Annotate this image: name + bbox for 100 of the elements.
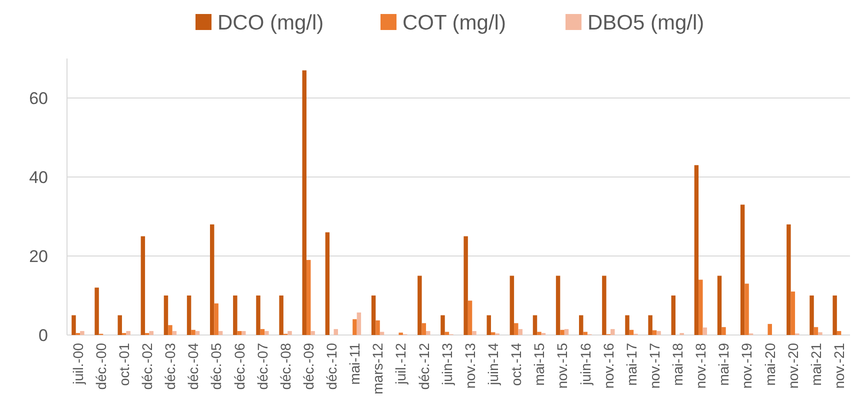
x-tick-label: mai-15 <box>531 342 548 386</box>
x-tick-label: déc.-07 <box>254 342 270 390</box>
bar <box>422 323 426 335</box>
x-tick-label: oct.-14 <box>508 342 524 386</box>
bar <box>418 276 422 335</box>
x-tick-label: oct.-01 <box>116 342 132 386</box>
bar <box>556 276 560 335</box>
bar <box>260 329 265 335</box>
bar <box>486 315 491 335</box>
x-tick-label: déc.-03 <box>162 342 178 390</box>
x-tick-label: nov.-17 <box>646 342 662 389</box>
bar <box>790 292 796 335</box>
bar <box>625 315 630 335</box>
x-tick-label: déc.-08 <box>277 342 294 390</box>
bar <box>490 332 496 335</box>
bar <box>310 331 315 335</box>
x-tick-label: mai-17 <box>623 342 640 386</box>
x-tick-label: nov.-16 <box>600 342 616 389</box>
bar <box>164 296 168 335</box>
x-tick-label: déc.-10 <box>324 342 340 390</box>
bar <box>172 331 177 335</box>
x-tick-label: nov.-19 <box>738 342 755 389</box>
x-tick-label: nov.-21 <box>830 342 847 389</box>
bar <box>629 330 634 335</box>
bar <box>186 296 192 335</box>
bar <box>72 315 76 335</box>
bar <box>371 296 376 335</box>
bar <box>426 331 430 335</box>
bar <box>233 296 238 335</box>
x-tick-label: déc.-05 <box>208 342 224 390</box>
bar <box>352 319 357 335</box>
bar <box>218 331 223 335</box>
x-tick-label: déc.-04 <box>185 342 202 390</box>
bar <box>602 276 606 335</box>
x-tick-label: nov.-18 <box>692 342 709 389</box>
bar <box>356 312 362 335</box>
bar <box>768 324 772 335</box>
x-tick-label: mai-11 <box>346 342 363 385</box>
bar <box>694 165 699 335</box>
x-tick-label: juil.-12 <box>392 342 409 386</box>
bar <box>325 232 330 335</box>
x-tick-label: déc.-09 <box>300 342 316 390</box>
bar <box>648 315 652 335</box>
x-tick-label: nov.-15 <box>554 342 570 389</box>
bar <box>583 332 588 335</box>
bar <box>698 280 703 335</box>
bar <box>237 331 242 335</box>
x-tick-label: juin-14 <box>484 342 501 386</box>
bar <box>818 332 822 335</box>
legend-label: COT (mg/l) <box>402 11 506 34</box>
bar <box>610 329 615 335</box>
x-tick-label: déc.-06 <box>231 342 248 390</box>
bar <box>80 331 84 335</box>
legend-label: DCO (mg/l) <box>218 11 324 34</box>
bar <box>242 331 246 335</box>
bar <box>264 331 269 335</box>
bar <box>814 327 818 335</box>
bar <box>518 329 522 335</box>
bar <box>302 70 306 335</box>
bar <box>214 303 218 335</box>
bar <box>118 315 122 335</box>
bar <box>579 315 584 335</box>
bar <box>744 284 749 335</box>
bar <box>149 331 154 335</box>
bar <box>464 236 468 335</box>
x-tick-label: mai-19 <box>716 342 732 386</box>
y-tick-label: 0 <box>38 326 48 345</box>
y-tick-label: 20 <box>29 246 48 266</box>
legend-label: DBO5 (mg/l) <box>588 11 704 34</box>
bar <box>564 329 569 335</box>
bar <box>376 320 380 335</box>
bar <box>652 330 657 335</box>
bar <box>288 331 292 335</box>
x-tick-label: juin-16 <box>577 342 594 386</box>
bar <box>702 327 708 335</box>
bar <box>810 296 814 335</box>
x-tick-label: mai-21 <box>808 342 824 386</box>
x-tick-label: nov.-13 <box>462 342 478 389</box>
bar <box>537 332 542 335</box>
bar <box>832 296 837 335</box>
bar <box>717 276 722 335</box>
bar <box>722 327 726 335</box>
bar <box>836 331 842 335</box>
x-tick-label: mai-20 <box>762 342 778 386</box>
y-tick-label: 60 <box>29 88 48 108</box>
bar <box>306 260 311 335</box>
x-tick-label: juin-13 <box>438 342 455 386</box>
bar <box>126 331 130 335</box>
bar <box>256 296 260 335</box>
bar <box>210 224 214 335</box>
y-tick-label: 40 <box>29 168 48 187</box>
bar <box>560 330 564 335</box>
bar <box>740 204 745 335</box>
x-tick-label: déc.-12 <box>416 342 432 390</box>
bar <box>168 325 172 335</box>
bar <box>468 300 472 335</box>
bar <box>440 315 445 335</box>
bar <box>380 332 384 335</box>
x-tick-label: mai-18 <box>670 342 686 386</box>
bar <box>195 331 200 335</box>
